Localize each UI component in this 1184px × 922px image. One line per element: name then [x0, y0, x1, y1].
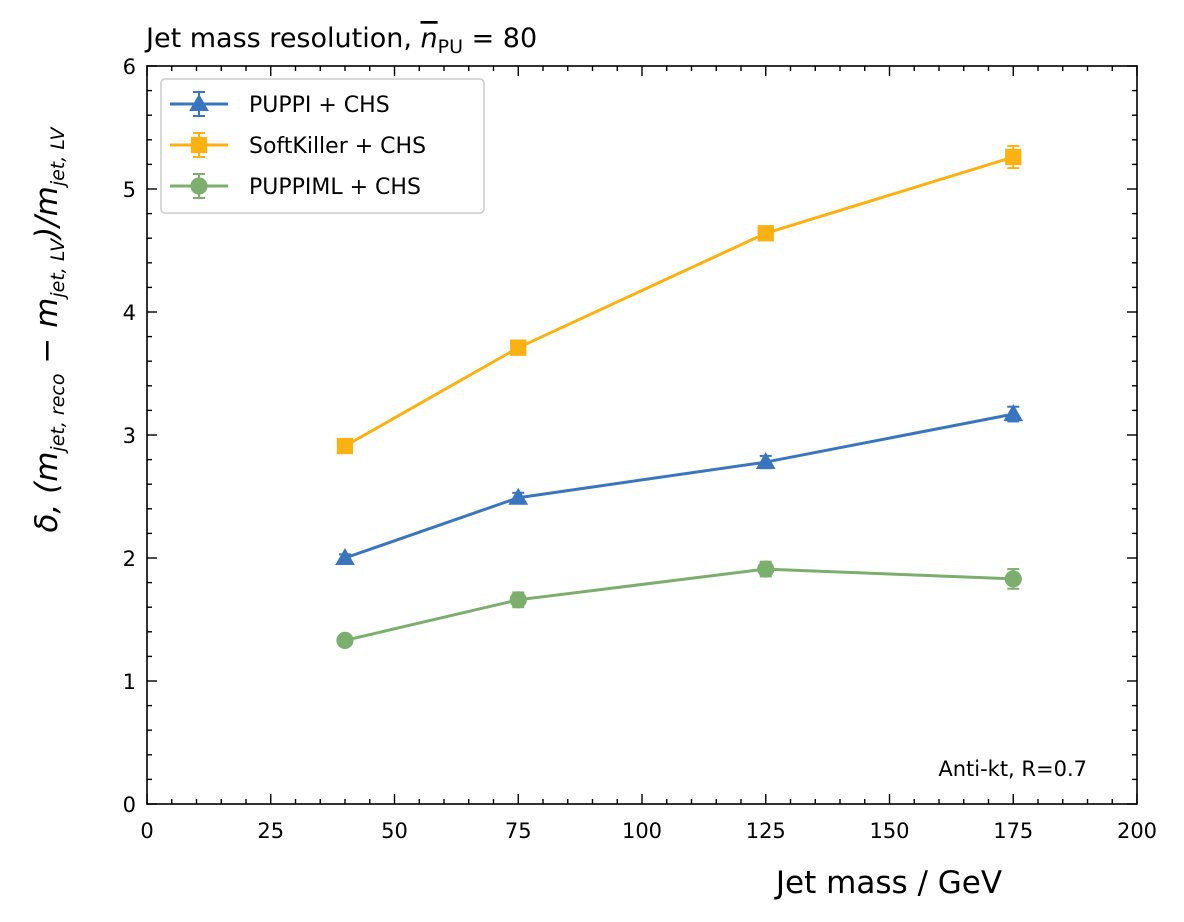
- data-point: [757, 560, 775, 578]
- x-tick-label: 0: [140, 819, 153, 843]
- annotation: Anti-kt, R=0.7: [938, 757, 1087, 781]
- y-axis-label: δ, (mjet, reco − mjet, LV)/mjet, LV: [29, 125, 69, 532]
- chart-title-var: n: [421, 23, 438, 54]
- y-tick-label: 3: [123, 424, 136, 448]
- chart-title-text: Jet mass resolution,: [144, 23, 421, 54]
- legend-label: SoftKiller + CHS: [249, 134, 426, 159]
- data-point: [1005, 148, 1022, 166]
- y-label-mid: − m: [29, 298, 65, 374]
- legend-marker: [190, 177, 208, 195]
- x-tick-label: 125: [746, 819, 786, 843]
- chart-title-sub: PU: [438, 36, 463, 58]
- x-tick-label: 100: [622, 819, 662, 843]
- legend-box: [160, 78, 485, 214]
- data-point: [509, 591, 527, 609]
- x-tick-label: 50: [381, 819, 408, 843]
- y-tick-label: 5: [123, 178, 136, 202]
- data-point: [755, 452, 776, 470]
- x-tick-label: 75: [505, 819, 532, 843]
- legend-label: PUPPIML + CHS: [249, 175, 421, 200]
- data-point: [510, 339, 527, 356]
- series-line-0: [344, 412, 1014, 560]
- series-line-1: [344, 155, 1014, 448]
- y-label-sub1: jet, reco: [47, 374, 69, 455]
- y-tick-label: 0: [123, 793, 136, 817]
- chart-title-eq: = 80: [463, 23, 537, 54]
- legend-marker: [190, 136, 208, 154]
- x-tick-label: 150: [869, 819, 909, 843]
- x-tick-label: 25: [257, 819, 284, 843]
- data-point: [335, 548, 355, 565]
- legend-label: PUPPI + CHS: [249, 93, 390, 118]
- chart-title: Jet mass resolution, nPU = 80: [144, 23, 537, 58]
- legend-marker: [189, 94, 209, 111]
- y-tick-label: 6: [123, 55, 136, 79]
- data-point: [336, 437, 354, 455]
- x-axis-label: Jet mass / GeV: [774, 865, 1002, 901]
- y-tick-label: 1: [123, 670, 136, 694]
- x-tick-label: 200: [1117, 819, 1157, 843]
- y-tick-label: 4: [123, 301, 136, 325]
- x-tick-label: 175: [993, 819, 1033, 843]
- data-point: [1004, 570, 1022, 588]
- data-point: [1003, 404, 1024, 422]
- y-tick-label: 2: [123, 547, 136, 571]
- y-label-mid2: )/m: [29, 186, 65, 241]
- data-point: [757, 225, 774, 242]
- y-label-sub2: jet, LV: [47, 237, 69, 301]
- data-point: [508, 487, 529, 505]
- y-label-sub3: jet, LV: [47, 125, 69, 189]
- y-label-prefix: δ, (m: [29, 452, 65, 533]
- plot-area: 0 25 50 75 100 125 150 175 200 0 1 2 3 4 5 6 PUPPI + CHS…: [123, 55, 1157, 843]
- series-line-2: [344, 567, 1014, 642]
- data-point: [336, 631, 354, 650]
